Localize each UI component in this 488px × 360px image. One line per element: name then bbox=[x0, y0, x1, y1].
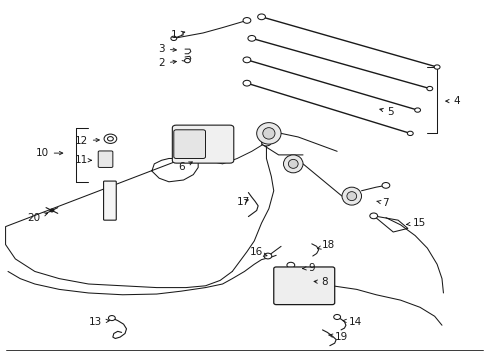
Circle shape bbox=[426, 86, 432, 91]
Text: 1: 1 bbox=[170, 30, 184, 40]
Ellipse shape bbox=[256, 123, 281, 144]
Text: 5: 5 bbox=[379, 107, 393, 117]
Circle shape bbox=[108, 316, 115, 320]
FancyBboxPatch shape bbox=[98, 151, 113, 167]
Circle shape bbox=[243, 80, 250, 86]
Text: 7: 7 bbox=[376, 198, 388, 208]
Text: 9: 9 bbox=[302, 263, 314, 273]
Ellipse shape bbox=[288, 159, 298, 168]
Circle shape bbox=[243, 18, 250, 23]
Text: 19: 19 bbox=[328, 332, 347, 342]
Ellipse shape bbox=[346, 192, 356, 201]
Circle shape bbox=[407, 131, 412, 135]
Text: 12: 12 bbox=[74, 136, 99, 145]
Ellipse shape bbox=[295, 278, 317, 297]
Circle shape bbox=[333, 315, 340, 319]
Ellipse shape bbox=[341, 187, 361, 205]
Ellipse shape bbox=[210, 139, 219, 149]
Text: 3: 3 bbox=[158, 44, 176, 54]
FancyBboxPatch shape bbox=[103, 181, 116, 220]
Ellipse shape bbox=[206, 134, 224, 154]
Ellipse shape bbox=[304, 285, 309, 290]
Circle shape bbox=[381, 183, 389, 188]
Text: 14: 14 bbox=[342, 317, 362, 327]
Text: 15: 15 bbox=[406, 218, 425, 228]
Circle shape bbox=[264, 253, 271, 259]
Text: 6: 6 bbox=[178, 162, 192, 172]
Circle shape bbox=[104, 134, 117, 143]
Text: 8: 8 bbox=[313, 277, 327, 287]
FancyBboxPatch shape bbox=[273, 267, 334, 305]
Text: 17: 17 bbox=[236, 197, 250, 207]
Text: 18: 18 bbox=[317, 240, 334, 250]
Ellipse shape bbox=[283, 155, 303, 173]
Ellipse shape bbox=[262, 128, 274, 139]
Text: 16: 16 bbox=[249, 247, 266, 257]
Circle shape bbox=[414, 108, 420, 112]
Circle shape bbox=[433, 65, 439, 69]
Text: 4: 4 bbox=[445, 96, 459, 106]
Circle shape bbox=[369, 213, 377, 219]
Circle shape bbox=[243, 57, 250, 63]
FancyBboxPatch shape bbox=[172, 125, 233, 163]
Ellipse shape bbox=[202, 131, 228, 158]
Circle shape bbox=[170, 36, 176, 41]
Text: 20: 20 bbox=[27, 213, 47, 222]
Circle shape bbox=[107, 136, 113, 141]
Circle shape bbox=[50, 209, 54, 212]
Text: 10: 10 bbox=[36, 148, 62, 158]
Circle shape bbox=[247, 36, 255, 41]
Circle shape bbox=[184, 58, 190, 63]
Circle shape bbox=[286, 262, 294, 268]
FancyBboxPatch shape bbox=[173, 130, 205, 158]
Ellipse shape bbox=[301, 283, 312, 293]
Text: 11: 11 bbox=[74, 155, 91, 165]
Circle shape bbox=[257, 14, 265, 20]
Text: 13: 13 bbox=[89, 317, 109, 327]
Text: 2: 2 bbox=[158, 58, 176, 68]
Circle shape bbox=[261, 139, 271, 146]
